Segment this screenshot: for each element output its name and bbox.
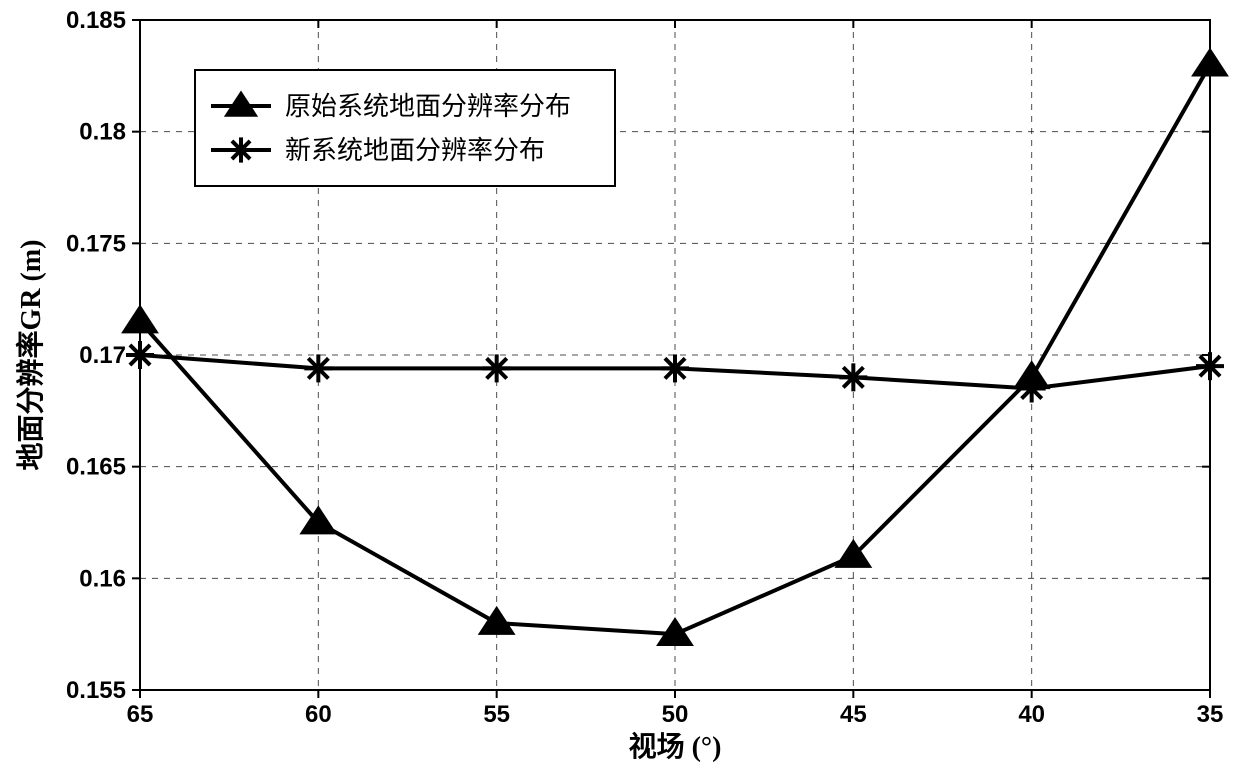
legend-box (195, 70, 615, 186)
y-tick-label: 0.165 (66, 454, 126, 481)
y-axis-label: 地面分辨率GR (m) (14, 240, 47, 471)
asterisk-marker (839, 363, 867, 391)
x-tick-label: 65 (127, 701, 154, 728)
asterisk-marker (304, 354, 332, 382)
y-tick-label: 0.175 (66, 230, 126, 257)
x-tick-label: 50 (662, 701, 689, 728)
triangle-marker (122, 305, 158, 333)
asterisk-marker (483, 354, 511, 382)
y-tick-label: 0.155 (66, 677, 126, 704)
triangle-marker (479, 607, 515, 635)
x-tick-label: 55 (483, 701, 510, 728)
asterisk-marker (1018, 375, 1046, 403)
asterisk-marker (661, 354, 689, 382)
asterisk-marker (228, 137, 253, 162)
y-tick-label: 0.17 (79, 342, 126, 369)
legend-label: 新系统地面分辨率分布 (285, 136, 545, 165)
x-tick-label: 45 (840, 701, 867, 728)
y-tick-label: 0.16 (79, 565, 126, 592)
triangle-marker (1192, 48, 1228, 76)
x-tick-label: 40 (1018, 701, 1045, 728)
chart-svg: 65 60 55 50 45 40 35 0.155 0.16 0.165 0.17 0.175 0.1… (0, 0, 1239, 774)
y-tick-label: 0.18 (79, 119, 126, 146)
x-axis-label: 视场 (°) (629, 731, 722, 763)
chart-container: 65 60 55 50 45 40 35 0.155 0.16 0.165 0.17 0.175 0.1… (0, 0, 1239, 774)
x-tick-label: 35 (1197, 701, 1224, 728)
asterisk-marker (1196, 352, 1224, 380)
x-tick-label: 60 (305, 701, 332, 728)
legend-label: 原始系统地面分辨率分布 (285, 92, 571, 121)
y-tick-label: 0.185 (66, 7, 126, 34)
asterisk-marker (126, 341, 154, 369)
